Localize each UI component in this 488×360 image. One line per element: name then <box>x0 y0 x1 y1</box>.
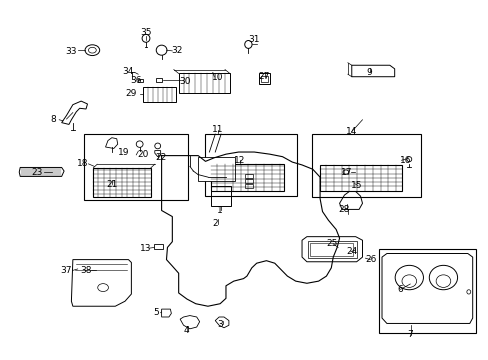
Text: 37: 37 <box>61 266 72 275</box>
Bar <box>310 243 352 256</box>
Text: 25: 25 <box>326 239 337 248</box>
Text: 36: 36 <box>130 76 142 85</box>
Bar <box>138 79 143 82</box>
Text: 21: 21 <box>106 180 117 189</box>
Text: 12: 12 <box>233 156 245 165</box>
Text: 14: 14 <box>346 127 357 136</box>
Text: 23: 23 <box>32 168 43 177</box>
Text: 38: 38 <box>80 266 92 275</box>
Bar <box>178 73 229 93</box>
Text: 29: 29 <box>125 89 137 98</box>
Bar <box>320 165 401 191</box>
Text: 35: 35 <box>140 28 151 37</box>
Text: 34: 34 <box>122 67 134 76</box>
Text: 28: 28 <box>338 205 349 214</box>
Text: 27: 27 <box>258 72 269 81</box>
Text: 7: 7 <box>407 330 412 339</box>
Text: 4: 4 <box>183 326 188 335</box>
Text: 20: 20 <box>137 150 148 159</box>
Bar <box>259 73 269 84</box>
Bar <box>378 249 475 333</box>
Text: 15: 15 <box>350 181 362 190</box>
Bar <box>83 134 188 200</box>
Bar <box>311 134 420 197</box>
Bar <box>204 134 297 196</box>
Bar <box>245 179 253 183</box>
Bar <box>156 78 161 82</box>
Bar <box>261 76 267 82</box>
Polygon shape <box>61 101 87 125</box>
Text: 16: 16 <box>399 156 410 165</box>
Text: 6: 6 <box>397 285 403 294</box>
Text: 3: 3 <box>217 320 223 329</box>
Text: 10: 10 <box>211 73 223 82</box>
Polygon shape <box>71 260 131 306</box>
Bar <box>211 163 283 192</box>
Bar <box>211 186 230 206</box>
Bar <box>307 241 356 258</box>
Text: 11: 11 <box>211 125 223 134</box>
Text: 33: 33 <box>65 47 77 56</box>
Bar <box>245 184 253 188</box>
Text: 26: 26 <box>365 255 376 264</box>
Bar <box>245 174 253 178</box>
Text: 18: 18 <box>77 159 88 168</box>
Text: 30: 30 <box>179 77 190 86</box>
Text: 32: 32 <box>171 46 183 55</box>
Text: 13: 13 <box>140 244 151 253</box>
Text: 5: 5 <box>153 308 158 317</box>
Text: 19: 19 <box>118 148 129 157</box>
Text: 8: 8 <box>50 115 56 124</box>
Text: 22: 22 <box>155 153 166 162</box>
Bar <box>154 244 163 249</box>
Text: 31: 31 <box>248 35 260 44</box>
Text: 24: 24 <box>346 247 357 256</box>
Bar <box>93 168 151 197</box>
Text: 17: 17 <box>341 168 352 177</box>
Text: 9: 9 <box>365 68 371 77</box>
Bar <box>143 87 176 102</box>
Bar <box>198 157 234 181</box>
Text: 2: 2 <box>212 219 218 228</box>
Text: 1: 1 <box>217 206 223 215</box>
